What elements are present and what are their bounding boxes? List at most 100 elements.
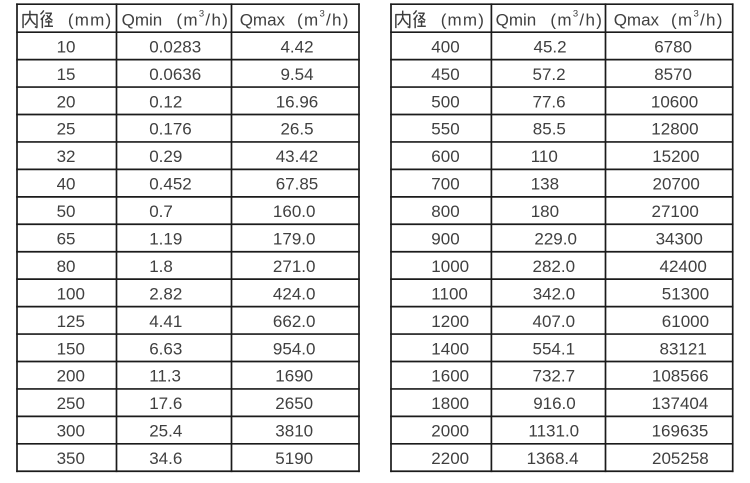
svg-text:2.82: 2.82 [149,284,182,303]
svg-text:32: 32 [57,147,76,166]
svg-text:0.29: 0.29 [149,147,182,166]
svg-text:954.0: 954.0 [273,339,316,358]
svg-text:16.96: 16.96 [276,92,319,111]
svg-text:110: 110 [531,147,558,166]
svg-text:20: 20 [57,92,76,111]
svg-text:550: 550 [431,120,459,139]
svg-text:Qmax: Qmax [240,11,286,30]
svg-text:1800: 1800 [431,394,469,413]
svg-text:1.19: 1.19 [149,230,182,249]
svg-text:916.0: 916.0 [533,394,576,413]
svg-text:0.0283: 0.0283 [149,37,201,56]
svg-text:50: 50 [57,202,76,221]
svg-text:80: 80 [57,257,76,276]
svg-text:2200: 2200 [431,449,469,468]
svg-text:77.6: 77.6 [533,92,566,111]
svg-text:45.2: 45.2 [534,37,567,56]
svg-text:43.42: 43.42 [276,147,319,166]
svg-text:2650: 2650 [275,394,313,413]
svg-text:4.42: 4.42 [280,37,313,56]
svg-text:15: 15 [57,65,76,84]
svg-text:83121: 83121 [660,339,707,358]
svg-text:65: 65 [57,230,76,249]
svg-text:600: 600 [431,147,459,166]
svg-text:169635: 169635 [652,422,709,441]
svg-text:137404: 137404 [652,394,709,413]
svg-text:17.6: 17.6 [149,394,182,413]
svg-text:3810: 3810 [275,422,313,441]
svg-text:282.0: 282.0 [533,257,576,276]
svg-text:342.0: 342.0 [533,284,576,303]
svg-text:Qmin: Qmin [122,11,163,30]
svg-text:51300: 51300 [662,284,709,303]
svg-text:138: 138 [531,175,559,194]
svg-text:85.5: 85.5 [533,120,566,139]
svg-text:(m3/h): (m3/h) [297,9,350,30]
svg-text:160.0: 160.0 [273,202,316,221]
svg-text:34.6: 34.6 [149,449,182,468]
svg-text:25: 25 [57,120,76,139]
svg-text:1200: 1200 [431,312,469,331]
svg-text:554.1: 554.1 [533,339,576,358]
svg-text:0.176: 0.176 [149,120,192,139]
svg-text:2000: 2000 [431,422,469,441]
svg-text:180: 180 [531,202,559,221]
svg-text:108566: 108566 [652,367,709,386]
svg-text:229.0: 229.0 [534,230,577,249]
svg-text:350: 350 [57,449,85,468]
svg-text:(mm): (mm) [68,11,112,30]
svg-text:125: 125 [57,312,85,331]
svg-text:5190: 5190 [275,449,313,468]
svg-text:(m3/h): (m3/h) [671,9,724,30]
svg-text:10600: 10600 [651,92,698,111]
svg-text:800: 800 [431,202,459,221]
svg-text:732.7: 732.7 [533,367,576,386]
svg-text:1600: 1600 [431,367,469,386]
svg-text:34300: 34300 [656,230,703,249]
svg-text:205258: 205258 [652,449,709,468]
svg-text:1690: 1690 [275,367,313,386]
svg-text:67.85: 67.85 [276,175,319,194]
svg-text:6.63: 6.63 [149,339,182,358]
svg-text:15200: 15200 [652,147,699,166]
svg-text:200: 200 [57,367,85,386]
svg-text:25.4: 25.4 [149,422,182,441]
svg-text:Qmax: Qmax [614,11,660,30]
svg-text:10: 10 [57,37,76,56]
svg-text:9.54: 9.54 [280,65,313,84]
svg-text:400: 400 [431,37,459,56]
svg-text:700: 700 [431,175,459,194]
svg-text:1400: 1400 [431,339,469,358]
svg-text:150: 150 [57,339,85,358]
svg-text:Qmin: Qmin [496,11,537,30]
svg-text:1000: 1000 [431,257,469,276]
svg-text:11.3: 11.3 [149,367,181,386]
svg-text:450: 450 [431,65,459,84]
svg-text:8570: 8570 [654,65,692,84]
svg-text:900: 900 [431,230,459,249]
svg-text:1.8: 1.8 [149,257,173,276]
svg-text:61000: 61000 [662,312,709,331]
svg-text:0.0636: 0.0636 [149,65,201,84]
svg-text:40: 40 [57,175,76,194]
svg-text:42400: 42400 [660,257,707,276]
svg-text:250: 250 [57,394,85,413]
svg-text:20700: 20700 [653,175,700,194]
svg-text:407.0: 407.0 [533,312,576,331]
svg-text:100: 100 [57,284,85,303]
svg-text:57.2: 57.2 [533,65,566,84]
svg-text:1131.0: 1131.0 [528,422,579,441]
svg-text:(m3/h): (m3/h) [550,9,603,30]
svg-text:4.41: 4.41 [149,312,182,331]
svg-text:300: 300 [57,422,85,441]
svg-text:1100: 1100 [431,284,468,303]
svg-text:27100: 27100 [652,202,699,221]
svg-text:12800: 12800 [651,120,698,139]
svg-text:0.7: 0.7 [149,202,173,221]
svg-text:(m3/h): (m3/h) [176,9,229,30]
svg-text:271.0: 271.0 [273,257,316,276]
svg-text:662.0: 662.0 [273,312,316,331]
svg-text:(mm): (mm) [441,11,485,30]
svg-text:26.5: 26.5 [280,120,313,139]
svg-text:0.452: 0.452 [149,175,192,194]
